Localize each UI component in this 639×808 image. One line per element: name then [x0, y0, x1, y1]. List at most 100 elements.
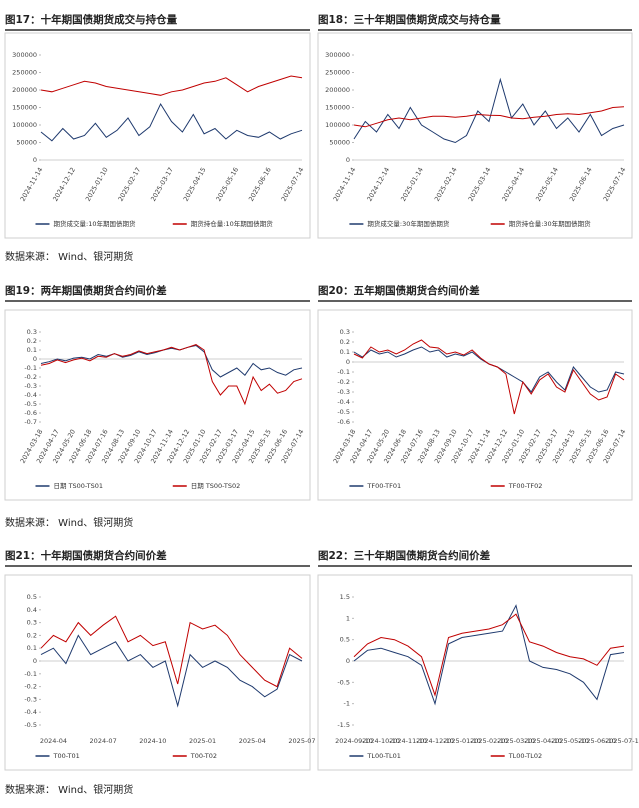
- legend-label: TL00-TL02: [508, 752, 542, 760]
- x-tick-label: 2025-07-14: [602, 166, 628, 203]
- x-tick-label: 2025-01-10: [84, 166, 110, 203]
- x-tick-label: 2025-05-10: [551, 737, 589, 745]
- y-tick-label: -0.1: [24, 670, 37, 678]
- y-tick-label: 0: [33, 156, 37, 164]
- x-tick-label: 2025-04-14: [500, 166, 526, 203]
- legend-label: TF00-TF02: [508, 482, 543, 490]
- x-tick-label: 2025-01: [189, 737, 216, 745]
- source-note: 数据来源： Wind、银河期货: [5, 250, 133, 263]
- x-tick-label: 2025-07-10: [605, 737, 639, 745]
- figure-caption: 图21：十年期国债期货合约间价差: [5, 549, 167, 562]
- chart-frame: [4, 32, 311, 239]
- y-tick-label: 1.5: [340, 593, 350, 601]
- x-tick-label: 2024-12-10: [416, 737, 454, 745]
- x-tick-label: 2024-11-14: [19, 166, 45, 203]
- figure-caption: 图22：三十年期国债期货合约间价差: [318, 549, 491, 562]
- y-tick-label: -0.6: [337, 418, 350, 426]
- y-tick-label: 50000: [329, 139, 350, 147]
- x-tick-label: 2025-07-14: [280, 166, 306, 203]
- y-tick-label: 250000: [12, 69, 37, 77]
- y-tick-label: -1.5: [337, 721, 350, 729]
- x-tick-label: 2025-03-10: [497, 737, 535, 745]
- y-tick-label: 0.3: [27, 619, 37, 627]
- y-tick-label: 300000: [325, 51, 350, 59]
- y-tick-label: 0: [346, 156, 350, 164]
- chart-frame: [317, 309, 633, 501]
- y-tick-label: 200000: [12, 86, 37, 94]
- y-tick-label: 50000: [16, 139, 37, 147]
- y-tick-label: 0: [346, 657, 350, 665]
- legend-label: 期货成交量:10年期国债期货: [54, 219, 136, 228]
- y-tick-label: -0.3: [337, 388, 350, 396]
- x-tick-label: 2025-05-16: [214, 166, 240, 203]
- y-tick-label: -0.4: [337, 398, 350, 406]
- y-tick-label: -0.3: [24, 695, 37, 703]
- y-tick-label: 0: [33, 355, 37, 363]
- figure-caption: 图20：五年期国债期货合约间价差: [318, 284, 480, 297]
- x-tick-label: 2025-06-16: [247, 166, 273, 203]
- x-tick-label: 2024-12-14: [365, 166, 391, 203]
- chart-frame: [4, 309, 311, 501]
- legend-label: TF00-TF01: [366, 482, 401, 490]
- y-tick-label: -0.2: [337, 378, 350, 386]
- x-tick-label: 2025-06-14: [568, 166, 594, 203]
- series-line: [353, 106, 625, 128]
- chart-frame: [4, 574, 311, 771]
- y-tick-label: -0.7: [24, 418, 37, 426]
- legend-label: 日期 TS00-TS02: [191, 482, 241, 490]
- legend-label: 期货持仓量:30年期国债期货: [509, 219, 591, 228]
- y-tick-label: 0.2: [27, 337, 37, 345]
- series-line: [40, 75, 303, 96]
- legend-label: 日期 TS00-TS01: [54, 482, 104, 490]
- series-line: [353, 77, 625, 144]
- x-tick-label: 2025-04-10: [524, 737, 562, 745]
- y-tick-label: 0.1: [27, 644, 37, 652]
- x-tick-label: 2024-11-10: [389, 737, 427, 745]
- x-tick-label: 2025-03-14: [467, 166, 493, 203]
- y-tick-label: 0.2: [340, 338, 350, 346]
- series-line: [40, 634, 303, 708]
- y-tick-label: 100000: [325, 121, 350, 129]
- series-line: [40, 102, 303, 142]
- y-tick-label: 0.5: [27, 593, 37, 601]
- y-tick-label: 0: [33, 657, 37, 665]
- y-tick-label: -0.5: [337, 408, 350, 416]
- x-tick-label: 2024-09-10: [335, 737, 373, 745]
- figure-caption: 图19：两年期国债期货合约间价差: [5, 284, 167, 297]
- x-tick-label: 2024-07: [90, 737, 117, 745]
- y-tick-label: -0.6: [24, 409, 37, 417]
- y-tick-label: 0.1: [340, 348, 350, 356]
- series-line: [353, 604, 625, 706]
- y-tick-label: 250000: [325, 69, 350, 77]
- legend-label: TL00-TL01: [366, 752, 400, 760]
- series-line: [353, 339, 625, 415]
- chart-frame: [317, 574, 633, 771]
- series-line: [40, 615, 303, 688]
- y-tick-label: 0.2: [27, 631, 37, 639]
- y-tick-label: 300000: [12, 51, 37, 59]
- series-line: [40, 344, 303, 406]
- legend-label: T00-T01: [53, 752, 80, 760]
- y-tick-label: 1: [346, 614, 350, 622]
- y-tick-label: -0.2: [24, 683, 37, 691]
- y-tick-label: -0.5: [24, 400, 37, 408]
- x-tick-label: 2025-03-17: [149, 166, 175, 203]
- x-tick-label: 2025-04: [239, 737, 266, 745]
- y-tick-label: 0.1: [27, 346, 37, 354]
- legend-label: 期货持仓量:10年期国债期货: [191, 219, 273, 228]
- y-tick-label: -0.5: [337, 678, 350, 686]
- x-tick-label: 2024-12-12: [51, 166, 77, 203]
- y-tick-label: -0.3: [24, 382, 37, 390]
- y-tick-label: 150000: [325, 104, 350, 112]
- x-tick-label: 2025-06-10: [578, 737, 616, 745]
- x-tick-label: 2025-02-10: [470, 737, 508, 745]
- x-tick-label: 2025-07: [288, 737, 315, 745]
- x-tick-label: 2025-02-17: [117, 166, 143, 203]
- y-tick-label: 100000: [12, 121, 37, 129]
- figure-caption: 图18：三十年期国债期货成交与持仓量: [318, 13, 501, 26]
- y-tick-label: -0.1: [337, 368, 350, 376]
- y-tick-label: -0.4: [24, 391, 37, 399]
- x-tick-label: 2025-01-10: [443, 737, 481, 745]
- x-tick-label: 2025-02-14: [433, 166, 459, 203]
